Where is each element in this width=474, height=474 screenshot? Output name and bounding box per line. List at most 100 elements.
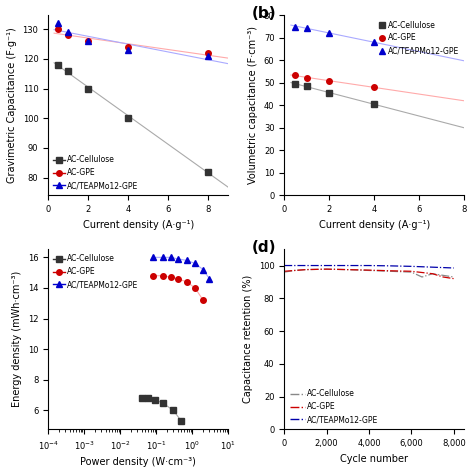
Line: AC/TEAPMo12-GPE: AC/TEAPMo12-GPE <box>150 255 212 282</box>
AC-GPE <box>304 75 310 81</box>
AC-GPE <box>85 38 91 44</box>
AC/TEAPMo12-GPE <box>160 255 165 260</box>
Y-axis label: Gravimetric Capacitance (F·g⁻¹): Gravimetric Capacitance (F·g⁻¹) <box>7 27 17 183</box>
X-axis label: Power density (W·cm⁻³): Power density (W·cm⁻³) <box>80 457 196 467</box>
AC/TEAPMo12-GPE <box>150 255 155 260</box>
AC-Cellulose <box>85 86 91 91</box>
AC-Cellulose <box>179 419 184 424</box>
AC-GPE <box>168 274 173 280</box>
AC-GPE <box>409 268 414 274</box>
AC/TEAPMo12-GPE <box>327 30 332 36</box>
AC/TEAPMo12-GPE <box>451 265 456 271</box>
Line: AC-GPE: AC-GPE <box>284 269 454 279</box>
AC-Cellulose <box>372 101 377 107</box>
Line: AC-Cellulose: AC-Cellulose <box>139 395 184 424</box>
AC/TEAPMo12-GPE <box>168 255 173 260</box>
AC-GPE <box>200 297 206 303</box>
AC/TEAPMo12-GPE <box>387 263 393 269</box>
Line: AC/TEAPMo12-GPE: AC/TEAPMo12-GPE <box>292 24 377 45</box>
AC-GPE <box>302 267 308 273</box>
AC-Cellulose <box>171 408 176 413</box>
AC-Cellulose <box>302 267 308 273</box>
Line: AC-Cellulose: AC-Cellulose <box>55 62 211 174</box>
Line: AC-Cellulose: AC-Cellulose <box>284 269 454 277</box>
AC/TEAPMo12-GPE <box>409 264 414 269</box>
AC-Cellulose <box>292 268 298 273</box>
Legend: AC-Cellulose, AC-GPE, AC/TEAPMo12-GPE: AC-Cellulose, AC-GPE, AC/TEAPMo12-GPE <box>52 253 140 291</box>
AC-Cellulose <box>419 274 425 280</box>
AC-GPE <box>192 285 198 291</box>
AC-Cellulose <box>304 83 310 89</box>
Y-axis label: Capacitance retention (%): Capacitance retention (%) <box>243 275 253 403</box>
AC-GPE <box>282 268 287 274</box>
AC-GPE <box>125 44 131 50</box>
AC/TEAPMo12-GPE <box>55 20 61 26</box>
AC-GPE <box>292 72 298 78</box>
AC-GPE <box>205 50 211 56</box>
AC-Cellulose <box>65 68 71 73</box>
AC-GPE <box>451 276 456 282</box>
AC-GPE <box>366 267 372 273</box>
AC-Cellulose <box>327 90 332 96</box>
AC-GPE <box>65 32 71 38</box>
AC-GPE <box>345 267 351 273</box>
AC-Cellulose <box>139 395 145 401</box>
Legend: AC-Cellulose, AC-GPE, AC/TEAPMo12-GPE: AC-Cellulose, AC-GPE, AC/TEAPMo12-GPE <box>52 154 140 191</box>
AC-GPE <box>440 274 446 280</box>
AC-Cellulose <box>55 62 61 68</box>
AC-Cellulose <box>282 269 287 275</box>
AC/TEAPMo12-GPE <box>175 256 181 262</box>
AC-Cellulose <box>292 81 298 87</box>
AC-Cellulose <box>160 400 165 406</box>
AC-GPE <box>324 266 329 272</box>
AC-Cellulose <box>324 266 329 272</box>
Line: AC-GPE: AC-GPE <box>150 273 206 303</box>
AC-Cellulose <box>146 395 151 401</box>
AC/TEAPMo12-GPE <box>324 263 329 268</box>
Y-axis label: Volumetric capacitance (F·cm⁻³): Volumetric capacitance (F·cm⁻³) <box>248 27 258 184</box>
AC/TEAPMo12-GPE <box>430 264 436 270</box>
AC-Cellulose <box>409 269 414 275</box>
AC-GPE <box>175 276 181 282</box>
AC/TEAPMo12-GPE <box>205 53 211 59</box>
AC-Cellulose <box>205 169 211 174</box>
Text: (b): (b) <box>252 6 276 21</box>
X-axis label: Current density (A·g⁻¹): Current density (A·g⁻¹) <box>82 220 194 230</box>
Line: AC/TEAPMo12-GPE: AC/TEAPMo12-GPE <box>284 265 454 268</box>
AC/TEAPMo12-GPE <box>192 261 198 266</box>
AC-Cellulose <box>451 274 456 280</box>
AC/TEAPMo12-GPE <box>200 267 206 273</box>
AC-Cellulose <box>430 271 436 276</box>
AC-GPE <box>150 273 155 279</box>
Line: AC/TEAPMo12-GPE: AC/TEAPMo12-GPE <box>55 21 211 59</box>
Legend: AC-Cellulose, AC-GPE, AC/TEAPMo12-GPE: AC-Cellulose, AC-GPE, AC/TEAPMo12-GPE <box>288 388 380 426</box>
AC-GPE <box>184 279 190 285</box>
AC-GPE <box>292 268 298 273</box>
Y-axis label: Energy density (mWh·cm⁻³): Energy density (mWh·cm⁻³) <box>12 271 22 407</box>
AC/TEAPMo12-GPE <box>366 263 372 268</box>
AC/TEAPMo12-GPE <box>292 24 298 29</box>
AC/TEAPMo12-GPE <box>372 39 377 45</box>
AC/TEAPMo12-GPE <box>304 25 310 30</box>
Line: AC-GPE: AC-GPE <box>292 72 377 90</box>
AC-GPE <box>327 78 332 83</box>
AC/TEAPMo12-GPE <box>292 263 298 268</box>
AC-Cellulose <box>387 268 393 274</box>
Line: AC-GPE: AC-GPE <box>55 27 211 56</box>
Legend: AC-Cellulose, AC-GPE, AC/TEAPMo12-GPE: AC-Cellulose, AC-GPE, AC/TEAPMo12-GPE <box>376 19 461 57</box>
Line: AC-Cellulose: AC-Cellulose <box>292 81 377 107</box>
X-axis label: Cycle number: Cycle number <box>340 454 408 464</box>
AC/TEAPMo12-GPE <box>282 263 287 268</box>
AC/TEAPMo12-GPE <box>85 38 91 44</box>
AC-Cellulose <box>345 267 351 273</box>
Text: (d): (d) <box>252 240 276 255</box>
AC/TEAPMo12-GPE <box>302 263 308 268</box>
AC-GPE <box>387 268 393 273</box>
AC-GPE <box>55 27 61 32</box>
AC-GPE <box>430 271 436 276</box>
AC/TEAPMo12-GPE <box>125 47 131 53</box>
AC-GPE <box>372 84 377 90</box>
X-axis label: Current density (A·g⁻¹): Current density (A·g⁻¹) <box>319 220 430 230</box>
AC/TEAPMo12-GPE <box>184 257 190 263</box>
AC/TEAPMo12-GPE <box>65 29 71 35</box>
